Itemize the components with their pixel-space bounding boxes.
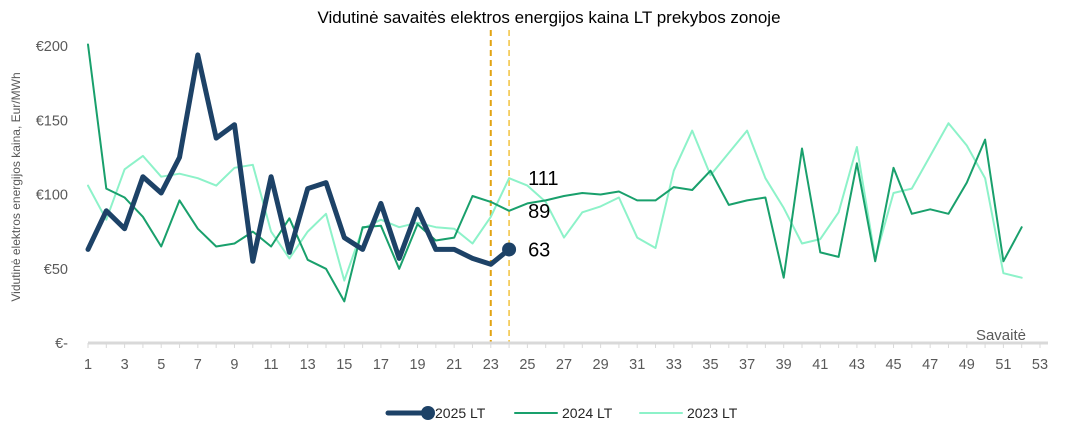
x-tick-label: 51 [995,357,1011,373]
series-line-2024-lt [87,43,1023,303]
y-tick-label: €- [55,336,68,352]
data-label-2024-lt: 89 [528,201,550,223]
legend-item-2025-lt: 2025 LT [385,405,486,421]
y-axis-title: Vidutinė elektros energijos kaina, Eur/M… [9,72,23,301]
series-line-2025-lt [85,52,512,267]
legend-item-2023-lt: 2023 LT [639,405,738,421]
legend-label: 2025 LT [435,405,486,421]
data-labels: 111 89 63 [528,168,558,261]
x-tick-label: 37 [739,357,755,373]
last-point-marker [502,242,517,257]
x-tick-label: 39 [776,357,792,373]
legend-label: 2024 LT [562,405,613,421]
x-tick-label: 19 [409,357,425,373]
series-line-2023-lt [87,122,1023,282]
y-tick-label: €100 [36,188,68,204]
x-tick-label: 33 [666,357,682,373]
legend-item-2024-lt: 2024 LT [514,405,613,421]
x-tick-label: 7 [194,357,202,373]
x-tick-label: 31 [629,357,645,373]
x-tick-label: 29 [593,357,609,373]
axes: 1 3 5 7 9 11 13 15 17 19 21 23 25 27 29 31 33 35 37 39 41 43 4… [36,39,1048,373]
x-tick-label: 1 [84,357,92,373]
x-tick-label: 27 [556,357,572,373]
x-tick-label: 9 [230,357,238,373]
x-tick-label: 21 [446,357,462,373]
x-tick-label: 15 [336,357,352,373]
x-tick-label: 13 [300,357,316,373]
x-tick-label: 17 [373,357,389,373]
x-tick-label: 47 [922,357,938,373]
x-tick-label: 45 [885,357,901,373]
x-tick-label: 11 [264,357,279,373]
x-tick-label: 3 [121,357,129,373]
y-tick-label: €200 [36,39,68,55]
x-tick-label: 35 [702,357,718,373]
data-label-2025-lt: 63 [528,239,550,261]
x-tick-label: 43 [849,357,865,373]
reference-lines [489,30,510,343]
legend-label: 2023 LT [687,405,738,421]
chart-title: Vidutinė savaitės elektros energijos kai… [317,8,780,27]
x-axis-title: Savaitė [976,327,1026,344]
series-lines [85,43,1023,303]
x-tick-label: 53 [1032,357,1048,373]
x-tick-label: 49 [959,357,975,373]
data-label-2023-lt: 111 [528,168,558,190]
x-tick-label: 25 [519,357,535,373]
x-tick-label: 23 [483,357,499,373]
y-tick-label: €150 [36,113,68,129]
x-tick-label: 41 [812,357,828,373]
y-tick-label: €50 [44,262,68,278]
x-tick-label: 5 [157,357,165,373]
legend: 2025 LT 2024 LT 2023 LT [385,405,738,421]
legend-marker [421,406,435,420]
